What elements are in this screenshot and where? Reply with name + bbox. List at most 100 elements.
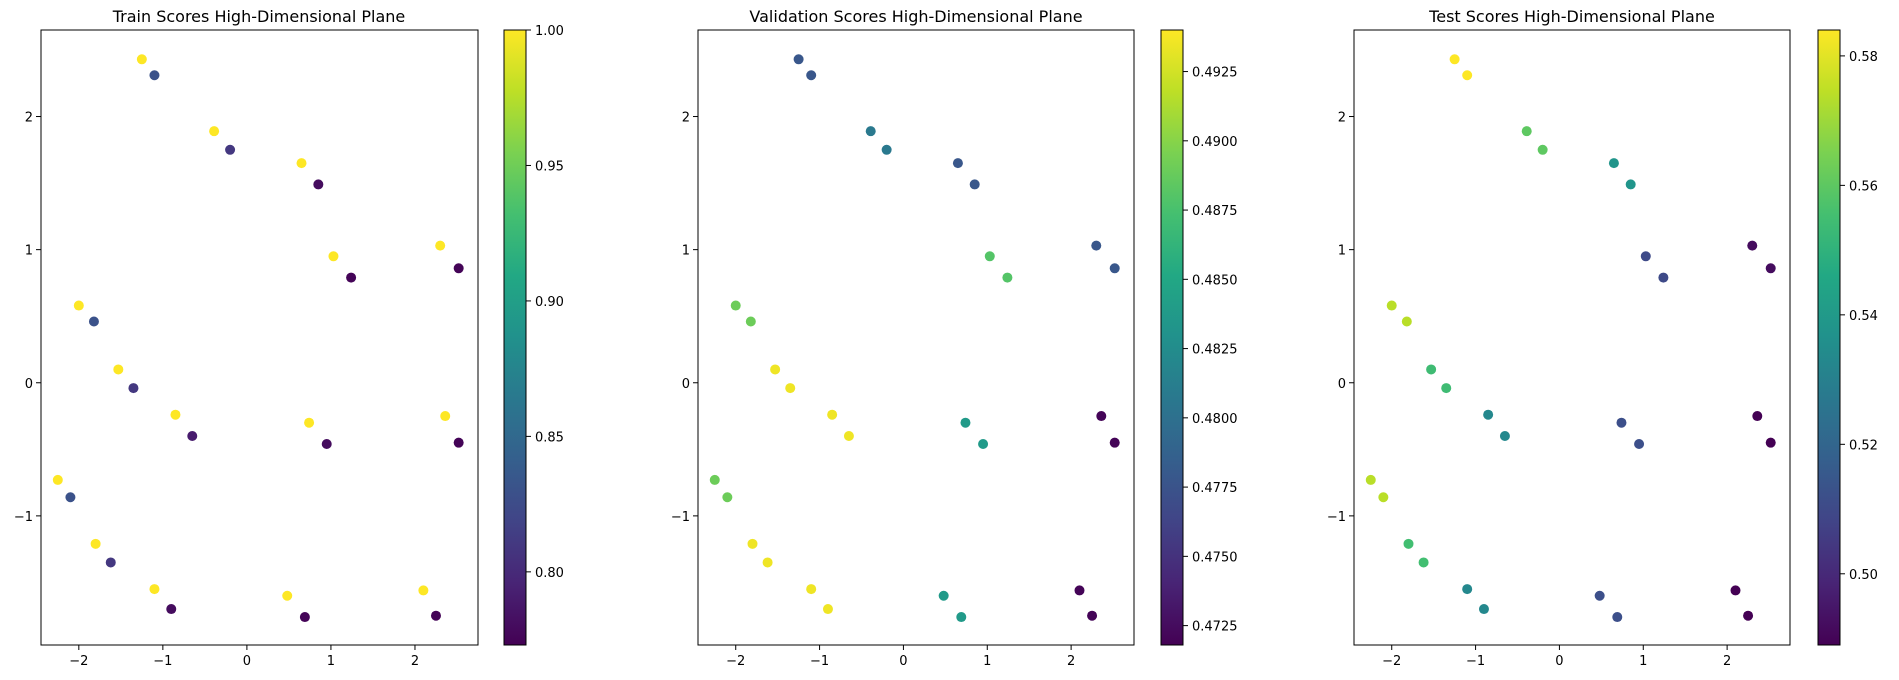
scatter-point <box>709 474 720 485</box>
x-tick-label: −2 <box>726 654 745 669</box>
scatter-point <box>328 251 339 262</box>
x-tick-label: 2 <box>1723 654 1731 669</box>
chart-title-validation: Validation Scores High-Dimensional Plane <box>749 7 1082 26</box>
scatter-point <box>1002 272 1013 283</box>
colorbar-tick-label: 0.4800 <box>1192 412 1238 427</box>
scatter-point <box>73 300 84 311</box>
y-tick-label: 0 <box>1338 377 1346 392</box>
scatter-point <box>1499 431 1510 442</box>
scatter-point <box>149 584 160 595</box>
scatter-point <box>435 240 446 251</box>
scatter-point <box>1096 411 1107 422</box>
y-tick-label: 2 <box>1338 111 1346 126</box>
scatter-point <box>1418 557 1429 568</box>
scatter-point <box>1087 610 1098 621</box>
chart-title-train: Train Scores High-Dimensional Plane <box>112 7 406 26</box>
scatter-point <box>730 300 741 311</box>
scatter-point <box>1640 251 1651 262</box>
scatter-point <box>282 590 293 601</box>
scatter-point <box>956 612 967 623</box>
scatter-point <box>105 557 116 568</box>
colorbar-tick-label: 0.4900 <box>1192 135 1238 150</box>
colorbar-tick-label: 0.95 <box>535 159 564 174</box>
scatter-point <box>978 438 989 449</box>
scatter-point <box>304 417 315 428</box>
colorbar-tick-label: 0.54 <box>1849 309 1878 324</box>
scatter-point <box>453 437 464 448</box>
colorbar-tick-label: 0.4875 <box>1192 204 1238 219</box>
panel-validation: Validation Scores High-Dimensional Plane… <box>671 7 1238 669</box>
x-tick-label: 1 <box>983 654 991 669</box>
plot-area-test <box>1353 29 1791 646</box>
x-tick-label: 2 <box>1067 654 1075 669</box>
scatter-point <box>296 158 307 169</box>
scatter-point <box>984 251 995 262</box>
scatter-point <box>1449 54 1460 65</box>
plot-area-validation <box>697 29 1135 646</box>
panel-train: Train Scores High-Dimensional Plane −2 −1… <box>14 7 564 669</box>
scatter-point <box>1426 364 1437 375</box>
scatter-point <box>843 431 854 442</box>
scatter-point <box>969 179 980 190</box>
scatter-point <box>346 272 357 283</box>
x-tick-label: −1 <box>1466 654 1485 669</box>
scatter-point <box>865 126 876 137</box>
scatter-point <box>1612 612 1623 623</box>
scatter-point <box>1109 437 1120 448</box>
scatter-point <box>113 364 124 375</box>
colorbar-tick-label: 0.58 <box>1849 50 1878 65</box>
colorbar-test <box>1817 29 1841 646</box>
scatter-point <box>1462 70 1473 81</box>
y-tick-label: 0 <box>682 377 690 392</box>
colorbar-tick-label: 0.4725 <box>1192 620 1238 635</box>
scatter-point <box>1747 240 1758 251</box>
x-tick-label: −2 <box>1382 654 1401 669</box>
scatter-point <box>1658 272 1669 283</box>
scatter-point <box>960 417 971 428</box>
scatter-point <box>1537 144 1548 155</box>
scatter-point <box>881 144 892 155</box>
y-tick-label: 2 <box>682 111 690 126</box>
scatter-point <box>822 604 833 615</box>
y-tick-label: −1 <box>1327 510 1346 525</box>
colorbar-tick-label: 1.00 <box>535 24 564 39</box>
scatter-point <box>209 126 220 137</box>
scatter-point <box>1594 590 1605 601</box>
scatter-point <box>52 474 63 485</box>
scatter-point <box>418 585 429 596</box>
scatter-point <box>1521 126 1532 137</box>
scatter-point <box>225 144 236 155</box>
scatter-point <box>793 54 804 65</box>
scatter-point <box>321 438 332 449</box>
x-tick-label: −2 <box>69 654 88 669</box>
scatter-point <box>1752 411 1763 422</box>
scatter-point <box>806 584 817 595</box>
scatter-point <box>128 383 139 394</box>
scatter-point <box>952 158 963 169</box>
scatter-point <box>149 70 160 81</box>
scatter-point <box>136 54 147 65</box>
scatter-point <box>1401 316 1412 327</box>
colorbar-tick-label: 0.52 <box>1849 438 1878 453</box>
y-tick-label: 1 <box>1338 244 1346 259</box>
x-tick-label: 0 <box>1555 654 1563 669</box>
scatter-point <box>440 411 451 422</box>
colorbar-tick-label: 0.4750 <box>1192 550 1238 565</box>
chart-title-test: Test Scores High-Dimensional Plane <box>1428 7 1715 26</box>
scatter-point <box>806 70 817 81</box>
colorbar-validation <box>1160 29 1184 646</box>
x-tick-label: 2 <box>411 654 419 669</box>
colorbar-tick-label: 0.56 <box>1849 179 1878 194</box>
scatter-point <box>722 492 733 503</box>
scatter-point <box>1365 474 1376 485</box>
y-tick-label: 0 <box>25 377 33 392</box>
scatter-point <box>313 179 324 190</box>
scatter-point <box>1765 263 1776 274</box>
colorbar-tick-label: 0.4775 <box>1192 481 1238 496</box>
scatter-point <box>90 538 101 549</box>
scatter-point <box>1634 438 1645 449</box>
scatter-point <box>1765 437 1776 448</box>
y-tick-label: 1 <box>25 244 33 259</box>
scatter-point <box>1378 492 1389 503</box>
